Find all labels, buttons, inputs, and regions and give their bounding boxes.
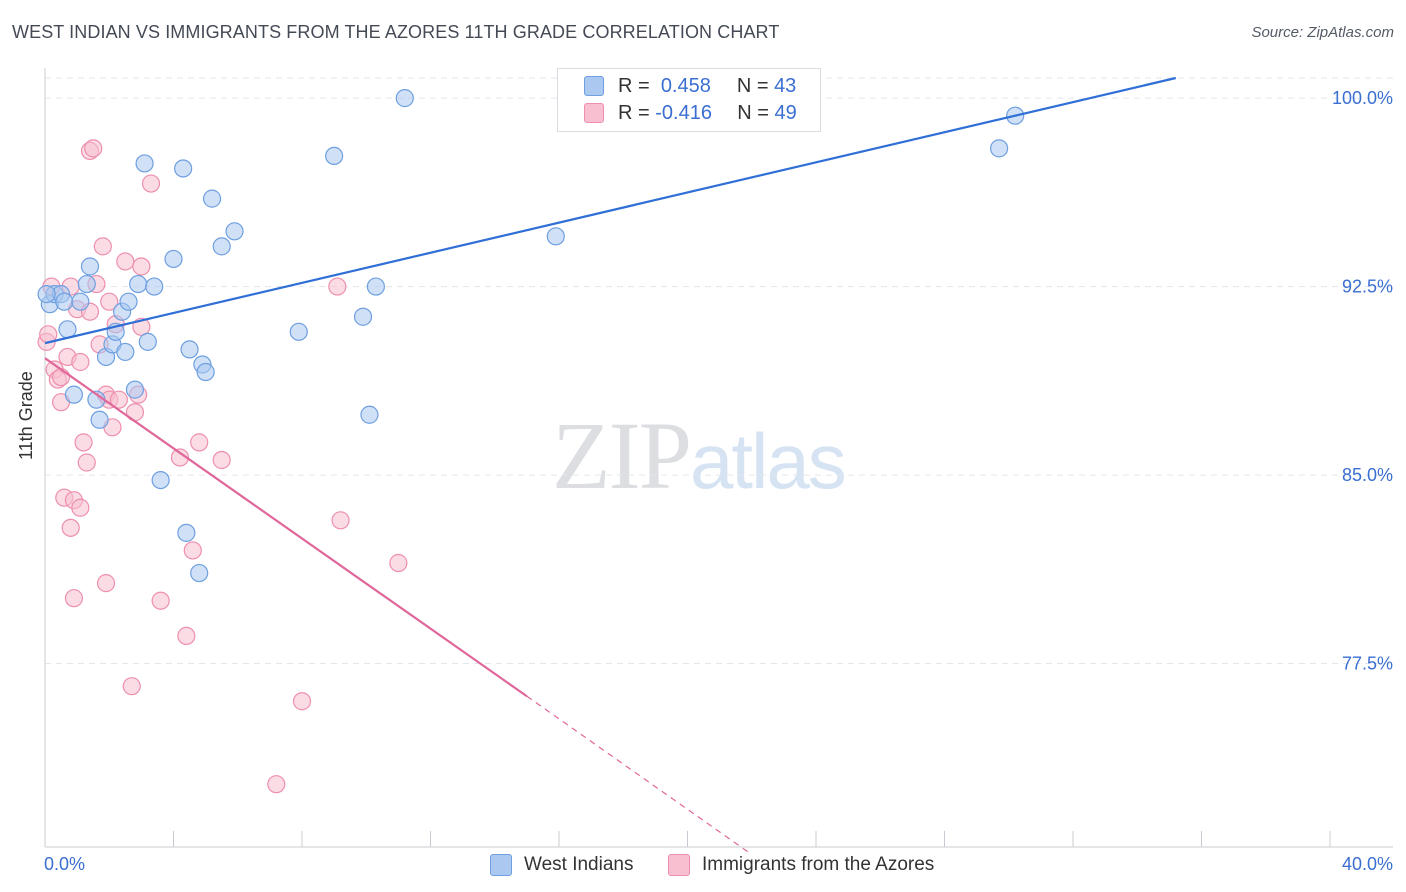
west-indians-point [119,292,138,311]
legend-item-west-indians[interactable]: West Indians [490,852,633,878]
azores-trendline-extension [526,695,753,856]
azores-point [77,453,96,472]
azores-point [328,277,347,296]
azores-point [389,553,408,573]
west-indians-point [174,159,193,178]
west-indians-point [225,222,244,241]
west-indians-point [289,322,308,341]
west-indians-point [116,342,135,362]
watermark-zip: ZIP [552,402,692,509]
west-indians-point [212,237,231,256]
pink-swatch [584,103,604,123]
west-indians-point [135,154,154,173]
west-indians-point [177,523,196,542]
azores-point [71,498,90,517]
west-indians-point [196,362,215,382]
azores-point [267,775,286,794]
west-indians-point [58,320,77,339]
azores-point [93,237,112,256]
x-tick-label: 40.0% [1342,854,1393,874]
pink-swatch [668,854,690,876]
n-label: N = [737,101,769,124]
west-indians-point [395,89,414,108]
legend-row-west-indians: R = 0.458 N = 43 [584,73,796,99]
west-indians-trendline [44,76,1177,345]
azores-point [190,433,209,452]
west-indians-point [125,380,145,399]
legend-item-azores[interactable]: Immigrants from the Azores [668,852,934,878]
legend-row-azores: R = -0.416 N = 49 [584,100,797,126]
west-indians-point [37,285,56,304]
y-tick-label: 100.0% [1332,88,1393,108]
west-indians-point [366,277,385,296]
azores-trendline [44,357,528,698]
azores-point [71,352,90,372]
azores-point [292,692,312,711]
azores-point [116,252,135,271]
west-indians-point [164,249,183,269]
chart-title: WEST INDIAN VS IMMIGRANTS FROM THE AZORE… [12,22,780,42]
west-indians-point [145,277,164,296]
watermark: ZIPatlas [552,400,847,511]
west-indians-point [353,307,373,326]
west-indians-point [77,274,96,294]
west-indians-point [55,292,74,311]
azores-point [100,292,119,311]
azores-point [177,626,196,646]
azores-point [132,257,151,276]
west-indians-point [325,146,344,166]
azores-point [331,511,350,530]
r-value: 0.458 [660,74,711,97]
legend-label: West Indians [524,854,634,875]
west-indians-point [180,340,199,359]
stats-legend: R = 0.458 N = 43 R = -0.416 N = 49 [557,68,821,132]
r-label: R = [618,101,650,124]
y-tick-label: 85.0% [1342,465,1393,485]
west-indians-point [80,257,100,276]
west-indians-point [360,405,379,424]
y-tick-label: 92.5% [1342,277,1393,297]
west-indians-point [71,292,90,311]
west-indians-point [90,410,109,429]
source-label: Source: ZipAtlas.com [1251,24,1394,41]
n-label: N = [736,74,769,97]
azores-point [151,591,170,610]
west-indians-point [151,470,170,490]
n-value: 49 [774,101,797,124]
watermark-atlas: atlas [690,417,847,505]
azores-point [96,574,116,593]
azores-point [51,367,71,387]
legend-label: Immigrants from the Azores [702,854,935,875]
west-indians-point [129,274,148,294]
n-value: 43 [774,74,797,97]
azores-point [141,174,161,193]
west-indians-point [64,385,84,404]
west-indians-point [138,332,157,351]
azores-point [74,433,93,452]
azores-point [64,589,84,608]
west-indians-point [546,227,565,246]
azores-point [212,450,231,470]
azores-point [109,390,128,409]
west-indians-point [202,189,222,208]
y-axis-label: 11th Grade [16,371,36,460]
azores-point [61,518,80,537]
blue-swatch [584,76,604,96]
azores-point [183,541,202,560]
y-tick-label: 77.5% [1342,654,1393,674]
r-value: -0.416 [655,101,712,124]
azores-point [122,677,141,696]
blue-swatch [490,854,512,876]
west-indians-point [990,139,1009,158]
r-label: R = [618,74,650,97]
azores-point [84,139,103,158]
x-tick-label: 0.0% [44,854,85,874]
west-indians-point [190,563,209,583]
